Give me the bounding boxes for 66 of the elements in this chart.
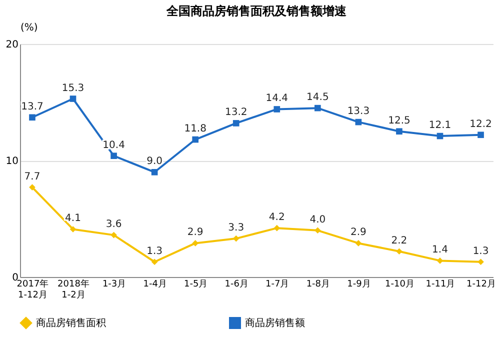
data-label: 14.4: [266, 93, 288, 104]
point: [232, 120, 240, 126]
point: [274, 106, 280, 112]
point: [151, 168, 158, 176]
data-label: 2.2: [391, 235, 408, 246]
x-tick-label: 1-4月: [143, 280, 167, 290]
data-label: 14.5: [306, 92, 329, 104]
y-tick-label: 20: [6, 40, 18, 50]
data-label: 4.2: [268, 212, 285, 224]
x-tick-label: 1-5月: [184, 280, 208, 290]
x-tick-label: 1-12月: [466, 280, 496, 290]
point: [314, 104, 321, 112]
x-tick-label: 1-7月: [266, 280, 290, 290]
point: [110, 232, 117, 238]
point: [478, 132, 484, 138]
point: [151, 258, 158, 266]
point: [478, 258, 484, 266]
data-label: 3.3: [228, 222, 244, 234]
point: [396, 248, 402, 255]
point: [29, 114, 36, 121]
data-label: 13.3: [347, 106, 370, 118]
data-label: 2.9: [187, 227, 204, 238]
point: [436, 132, 444, 140]
data-label: 4.1: [65, 213, 81, 224]
point: [314, 227, 321, 234]
point: [355, 240, 362, 246]
point: [29, 184, 36, 190]
legend-label: 商品房销售额: [245, 317, 305, 329]
point: [70, 226, 76, 232]
data-label: 2.9: [350, 227, 366, 238]
point: [70, 96, 76, 102]
x-tick-label: 1-11月: [426, 280, 456, 290]
x-tick-label: 1-8月: [306, 280, 330, 290]
chart-title: 全国商品房销售面积及销售额增速: [166, 4, 348, 18]
data-label: 12.2: [470, 118, 492, 130]
data-label: 1.4: [432, 244, 448, 256]
data-label: 1.3: [472, 246, 489, 257]
point: [396, 128, 402, 135]
x-tick-label: 1-9月: [347, 280, 371, 290]
y-axis-title: (%): [20, 22, 38, 34]
x-tick-label: 1-3月: [102, 280, 126, 290]
data-label: 9.0: [146, 156, 163, 168]
point: [110, 152, 117, 160]
data-label: 12.1: [428, 120, 452, 132]
point: [192, 136, 198, 143]
data-label: 3.6: [106, 219, 122, 230]
legend-label: 商品房销售面积: [36, 317, 106, 329]
x-tick-label: 1-6月: [224, 280, 248, 290]
point: [192, 240, 198, 246]
data-label: 13.7: [21, 101, 44, 112]
x-tick-label: 1-10月: [384, 280, 414, 290]
x-tick-label: 2018年 1-2月: [58, 278, 90, 300]
data-label: 11.8: [184, 124, 206, 135]
data-label: 15.3: [62, 82, 84, 94]
y-tick-label: 0: [12, 272, 18, 284]
data-label: 1.3: [146, 246, 163, 257]
data-label: 12.5: [388, 115, 410, 126]
point: [232, 235, 240, 242]
data-label: 13.2: [224, 107, 248, 118]
data-label: 4.0: [310, 214, 326, 226]
point: [436, 258, 444, 264]
point: [355, 118, 362, 126]
data-label: 7.7: [24, 171, 40, 182]
point: [274, 224, 280, 232]
y-tick-label: 10: [6, 156, 18, 167]
x-tick-label: 2017年 1-12月: [16, 278, 49, 300]
